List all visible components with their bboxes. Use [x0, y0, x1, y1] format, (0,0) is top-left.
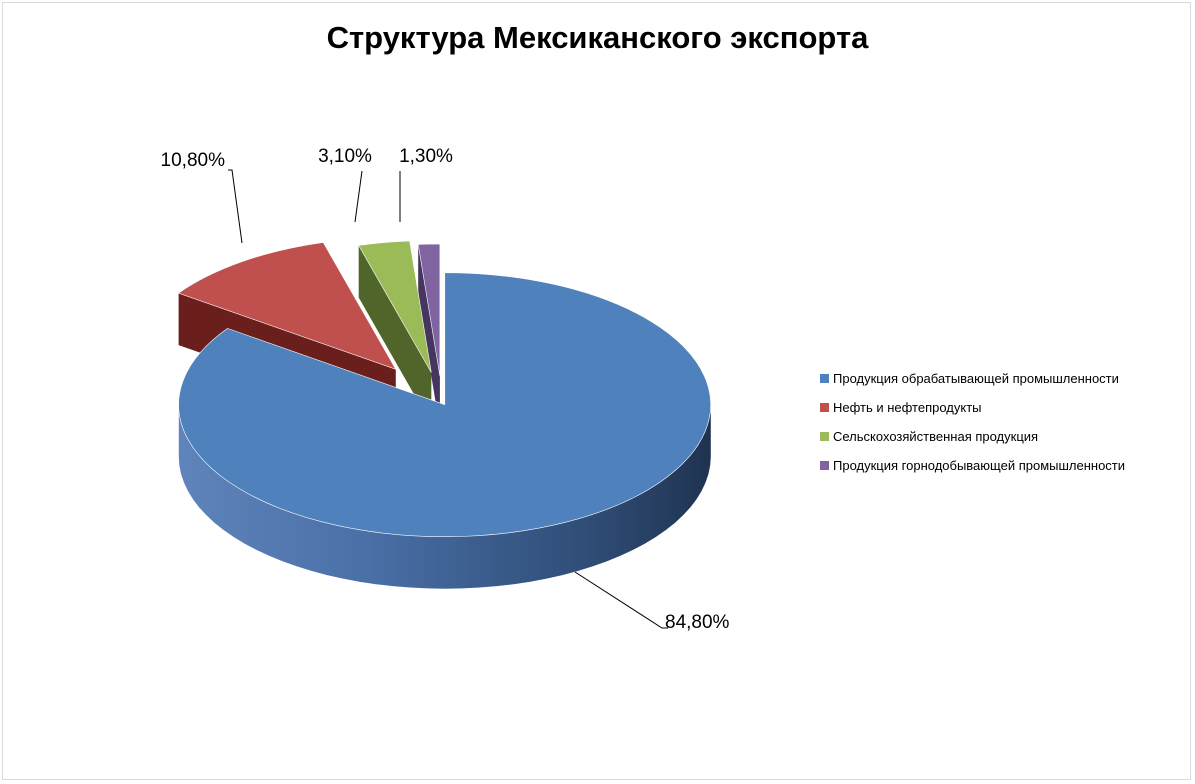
chart-title: Структура Мексиканского экспорта — [326, 20, 869, 55]
data-label-4: 1,30% — [399, 146, 453, 167]
legend-item: Нефть и нефтепродукты — [820, 393, 1190, 422]
legend-label: Продукция горнодобывающей промышленности — [833, 458, 1126, 473]
legend-swatch — [820, 461, 829, 470]
data-label-3: 3,10% — [318, 146, 372, 167]
legend: Продукция обрабатывающей промышленности Н… — [820, 364, 1190, 480]
pie-slice-4 — [417, 243, 441, 377]
pie-slice-3 — [358, 240, 432, 373]
pie-slice-wall — [358, 245, 432, 425]
legend-swatch — [820, 374, 829, 383]
pie-slice-1 — [178, 272, 711, 537]
leader-line — [228, 169, 243, 244]
legend-swatch — [820, 403, 829, 412]
legend-label: Нефть и нефтепродукты — [833, 400, 982, 415]
pie-slice-2 — [177, 242, 397, 370]
data-label-2: 10,80% — [161, 150, 226, 171]
pie-slice-side — [178, 404, 711, 589]
legend-label: Сельскохозяйственная продукция — [833, 429, 1039, 444]
legend-item: Сельскохозяйственная продукция — [820, 422, 1190, 451]
legend-label: Продукция обрабатывающей промышленности — [833, 371, 1119, 386]
legend-swatch — [820, 432, 829, 441]
legend-item: Продукция горнодобывающей промышленности — [820, 451, 1190, 480]
leader-line — [574, 571, 668, 629]
data-label-1: 84,80% — [665, 612, 730, 633]
leader-line — [354, 170, 363, 223]
legend-item: Продукция обрабатывающей промышленности — [820, 364, 1190, 393]
pie-slice-wall — [418, 244, 440, 428]
